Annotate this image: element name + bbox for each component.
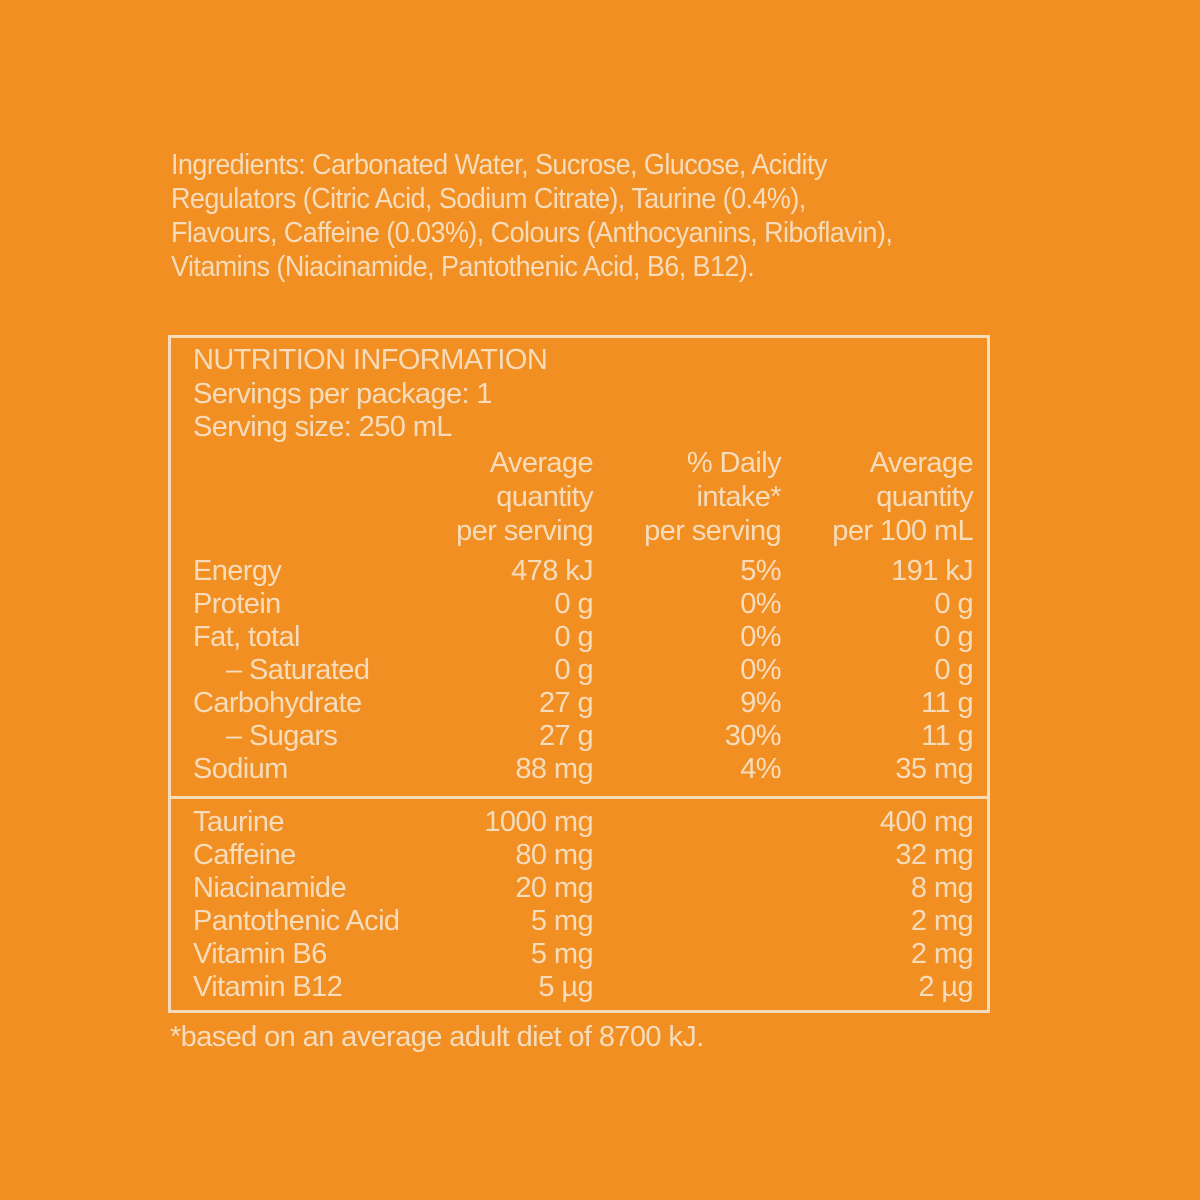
per-serving-value: 80 mg (515, 839, 593, 871)
daily-intake-value: 9% (740, 687, 781, 719)
extra-row-vitamin-b6: Vitamin B6 5 mg 2 mg (171, 938, 987, 971)
column-header-line: Average (869, 447, 974, 479)
column-header-line: % Daily (686, 447, 782, 479)
nutrient-name: Fat, total (193, 621, 300, 653)
ingredient-name: Caffeine (193, 839, 296, 871)
extra-row-caffeine: Caffeine 80 mg 32 mg (171, 839, 987, 872)
extra-row-pantothenic-acid: Pantothenic Acid 5 mg 2 mg (171, 905, 987, 938)
column-header-line: Average (489, 447, 594, 479)
per-100ml-value: 11 g (921, 720, 973, 752)
per-serving-value: 0 g (554, 654, 593, 686)
nutrient-name: Protein (193, 588, 281, 620)
extra-row-vitamin-b12: Vitamin B12 5 µg 2 µg (171, 971, 987, 1004)
nutrient-row-sodium: Sodium 88 mg 4% 35 mg (171, 753, 987, 786)
ingredient-name: Vitamin B6 (193, 938, 327, 970)
extra-row-niacinamide: Niacinamide 20 mg 8 mg (171, 872, 987, 905)
column-header-line: per 100 mL (832, 515, 973, 547)
per-100ml-value: 8 mg (910, 872, 974, 904)
serving-size: Serving size: 250 mL (193, 411, 452, 443)
per-serving-value: 27 g (538, 687, 594, 719)
per-100ml-value: 35 mg (895, 753, 973, 785)
nutrient-name: Energy (193, 555, 282, 587)
per-serving-value: 1000 mg (484, 806, 593, 838)
ingredient-name: Niacinamide (193, 872, 347, 904)
per-serving-value: 0 g (554, 621, 593, 653)
column-header-line: per serving (644, 515, 781, 547)
column-header-line: intake* (696, 481, 782, 513)
nutrient-row-sugars: – Sugars 27 g 30% 11 g (171, 720, 987, 753)
servings-per-package: Servings per package: 1 (193, 378, 493, 410)
per-100ml-value: 11 g (921, 687, 973, 719)
ingredients-line: Vitamins (Niacinamide, Pantothenic Acid,… (171, 251, 755, 283)
daily-intake-value: 0% (740, 588, 781, 620)
per-serving-value: 5 mg (530, 905, 594, 937)
ingredient-name: Vitamin B12 (193, 971, 343, 1003)
ingredient-name: Taurine (193, 806, 285, 838)
daily-intake-value: 4% (740, 753, 781, 785)
column-header-per-100ml: Average quantity per 100 mL (832, 446, 973, 548)
per-100ml-value: 2 mg (910, 938, 974, 970)
per-100ml-value: 32 mg (895, 839, 973, 871)
nutrient-row-saturated: – Saturated 0 g 0% 0 g (171, 654, 987, 687)
column-header-line: quantity (876, 481, 973, 513)
daily-intake-value: 0% (740, 654, 781, 686)
ingredient-name: Pantothenic Acid (193, 905, 400, 937)
nutrition-panel: NUTRITION INFORMATION Servings per packa… (168, 335, 990, 1013)
per-serving-value: 5 µg (538, 971, 593, 1003)
per-serving-value: 478 kJ (511, 555, 593, 587)
extra-row-taurine: Taurine 1000 mg 400 mg (171, 806, 987, 839)
daily-intake-value: 30% (724, 720, 782, 752)
per-100ml-value: 2 µg (918, 971, 973, 1003)
nutrient-row-carbohydrate: Carbohydrate 27 g 9% 11 g (171, 687, 987, 720)
column-header-daily-intake: % Daily intake* per serving (644, 446, 781, 548)
nutrient-name: – Saturated (226, 654, 370, 686)
column-header-per-serving: Average quantity per serving (456, 446, 593, 548)
nutrient-name: – Sugars (226, 720, 338, 752)
nutrient-name: Sodium (193, 753, 288, 785)
daily-intake-value: 5% (740, 555, 781, 587)
nutrient-row-protein: Protein 0 g 0% 0 g (171, 588, 987, 621)
per-serving-value: 20 mg (515, 872, 593, 904)
ingredients-text: Ingredients: Carbonated Water, Sucrose, … (171, 148, 934, 284)
per-100ml-value: 191 kJ (891, 555, 973, 587)
per-100ml-value: 0 g (934, 654, 973, 686)
nutrient-row-fat-total: Fat, total 0 g 0% 0 g (171, 621, 987, 654)
daily-intake-value: 0% (740, 621, 781, 653)
per-100ml-value: 2 mg (910, 905, 974, 937)
nutrient-row-energy: Energy 478 kJ 5% 191 kJ (171, 555, 987, 588)
per-100ml-value: 0 g (934, 621, 973, 653)
nutrient-name: Carbohydrate (193, 687, 362, 719)
per-serving-value: 88 mg (515, 753, 593, 785)
ingredients-line: Flavours, Caffeine (0.03%), Colours (Ant… (171, 217, 893, 249)
per-serving-value: 5 mg (530, 938, 594, 970)
section-divider (171, 796, 987, 799)
column-header-line: per serving (456, 515, 593, 547)
column-header-line: quantity (496, 481, 593, 513)
per-serving-value: 27 g (538, 720, 594, 752)
ingredients-line: Ingredients: Carbonated Water, Sucrose, … (171, 149, 827, 181)
per-100ml-value: 0 g (934, 588, 973, 620)
per-serving-value: 0 g (554, 588, 593, 620)
daily-intake-footnote: *based on an average adult diet of 8700 … (170, 1021, 704, 1053)
per-100ml-value: 400 mg (879, 806, 974, 838)
nutrition-title: NUTRITION INFORMATION (193, 344, 548, 376)
ingredients-line: Regulators (Citric Acid, Sodium Citrate)… (171, 183, 806, 215)
